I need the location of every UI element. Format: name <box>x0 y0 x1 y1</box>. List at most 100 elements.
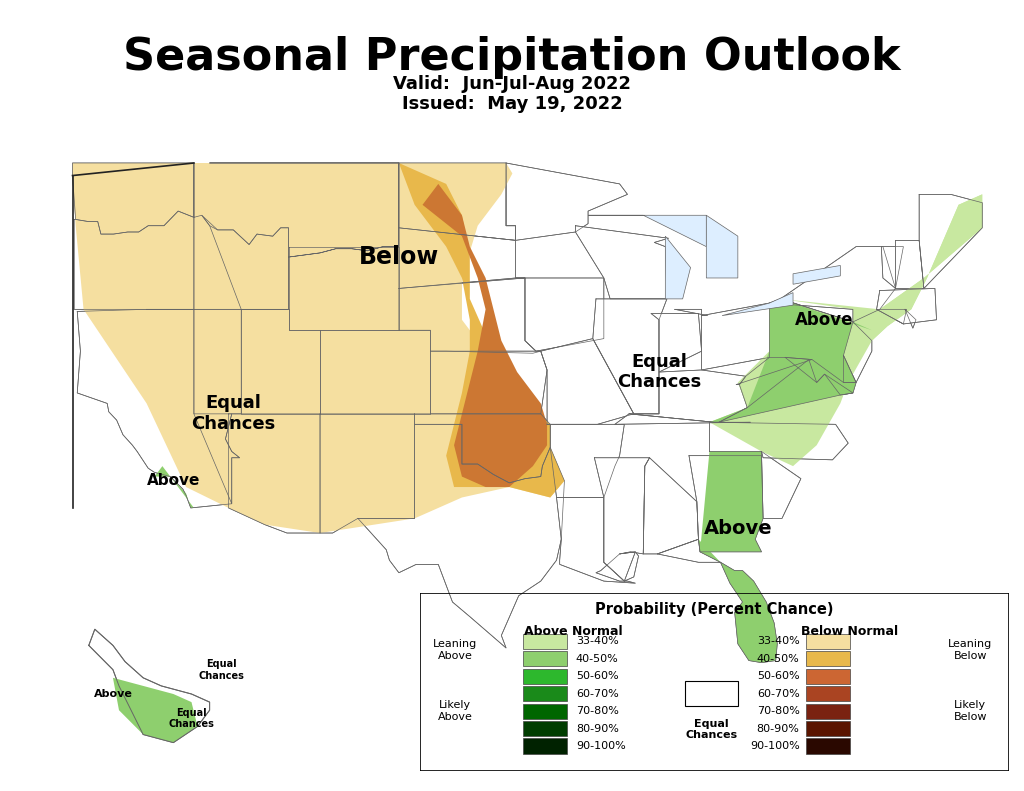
Polygon shape <box>785 358 856 395</box>
Polygon shape <box>155 466 194 508</box>
Text: Leaning
Below: Leaning Below <box>948 639 992 660</box>
Polygon shape <box>399 228 515 289</box>
Polygon shape <box>722 293 793 316</box>
Bar <box>523 634 567 649</box>
Polygon shape <box>643 458 698 554</box>
Text: 50-60%: 50-60% <box>757 672 800 681</box>
Polygon shape <box>202 163 399 309</box>
Bar <box>806 703 850 719</box>
Polygon shape <box>736 358 812 384</box>
Text: Issued:  May 19, 2022: Issued: May 19, 2022 <box>401 95 623 113</box>
Polygon shape <box>194 163 289 309</box>
Polygon shape <box>905 309 916 328</box>
Text: 33-40%: 33-40% <box>575 636 618 646</box>
Polygon shape <box>651 313 701 372</box>
Polygon shape <box>146 309 242 504</box>
Polygon shape <box>430 351 547 414</box>
Text: 70-80%: 70-80% <box>757 706 800 716</box>
Text: Above: Above <box>146 473 200 488</box>
Polygon shape <box>920 195 982 289</box>
Polygon shape <box>399 163 515 240</box>
Text: 40-50%: 40-50% <box>757 653 800 664</box>
Polygon shape <box>515 278 604 351</box>
Polygon shape <box>113 678 198 743</box>
Polygon shape <box>593 299 667 414</box>
Bar <box>523 738 567 754</box>
Bar <box>806 721 850 736</box>
Polygon shape <box>73 163 194 234</box>
Polygon shape <box>710 422 848 460</box>
Text: Below: Below <box>358 245 439 269</box>
Polygon shape <box>780 247 896 322</box>
Text: Equal
Chances: Equal Chances <box>191 395 275 433</box>
Polygon shape <box>321 414 415 533</box>
Text: 90-100%: 90-100% <box>750 741 800 751</box>
Bar <box>806 651 850 666</box>
Bar <box>806 668 850 683</box>
Text: 90-100%: 90-100% <box>575 741 626 751</box>
Polygon shape <box>89 629 210 743</box>
Polygon shape <box>399 278 541 354</box>
Polygon shape <box>877 289 937 324</box>
Bar <box>806 738 850 754</box>
Polygon shape <box>707 215 738 278</box>
Polygon shape <box>556 498 639 583</box>
Text: Below Normal: Below Normal <box>801 625 898 638</box>
Text: Likely
Below: Likely Below <box>953 700 987 722</box>
Polygon shape <box>882 247 903 289</box>
Polygon shape <box>769 299 853 322</box>
Polygon shape <box>73 163 564 533</box>
Polygon shape <box>701 303 769 370</box>
Bar <box>523 721 567 736</box>
Polygon shape <box>210 163 564 498</box>
Polygon shape <box>242 309 321 414</box>
Polygon shape <box>547 424 625 498</box>
Polygon shape <box>666 237 690 299</box>
Text: Leaning
Above: Leaning Above <box>433 639 477 660</box>
Bar <box>523 703 567 719</box>
Polygon shape <box>844 322 871 383</box>
Polygon shape <box>675 309 708 316</box>
Polygon shape <box>228 414 321 533</box>
Bar <box>806 686 850 701</box>
Text: Likely
Above: Likely Above <box>437 700 473 722</box>
Polygon shape <box>629 370 748 422</box>
Text: 60-70%: 60-70% <box>575 689 618 698</box>
Text: Equal
Chances: Equal Chances <box>169 707 214 729</box>
Text: 40-50%: 40-50% <box>575 653 618 664</box>
Polygon shape <box>77 309 240 508</box>
Polygon shape <box>762 452 801 518</box>
Polygon shape <box>357 424 564 648</box>
Polygon shape <box>588 215 707 247</box>
Text: 80-90%: 80-90% <box>757 724 800 733</box>
Bar <box>806 634 850 649</box>
Polygon shape <box>657 539 777 663</box>
Text: 80-90%: 80-90% <box>575 724 618 733</box>
Text: Seasonal Precipitation Outlook: Seasonal Precipitation Outlook <box>123 36 901 78</box>
Polygon shape <box>423 184 547 487</box>
Polygon shape <box>321 330 430 414</box>
Text: Equal
Chances: Equal Chances <box>685 718 737 740</box>
Bar <box>523 686 567 701</box>
Polygon shape <box>698 452 777 663</box>
Bar <box>685 681 737 706</box>
Text: Above: Above <box>93 689 132 699</box>
Polygon shape <box>719 359 853 422</box>
Text: Valid:  Jun-Jul-Aug 2022: Valid: Jun-Jul-Aug 2022 <box>393 75 631 93</box>
Polygon shape <box>74 211 194 309</box>
Text: Probability (Percent Chance): Probability (Percent Chance) <box>595 602 834 617</box>
Polygon shape <box>506 163 628 240</box>
Polygon shape <box>710 195 982 466</box>
Polygon shape <box>575 225 669 299</box>
Text: Equal
Chances: Equal Chances <box>616 353 701 392</box>
Text: 60-70%: 60-70% <box>757 689 800 698</box>
Bar <box>523 668 567 683</box>
Polygon shape <box>793 266 841 284</box>
Polygon shape <box>594 458 649 581</box>
Polygon shape <box>710 299 871 422</box>
Text: Above: Above <box>796 311 854 329</box>
Bar <box>523 651 567 666</box>
Polygon shape <box>877 309 906 324</box>
Polygon shape <box>844 355 856 383</box>
Polygon shape <box>780 195 982 341</box>
